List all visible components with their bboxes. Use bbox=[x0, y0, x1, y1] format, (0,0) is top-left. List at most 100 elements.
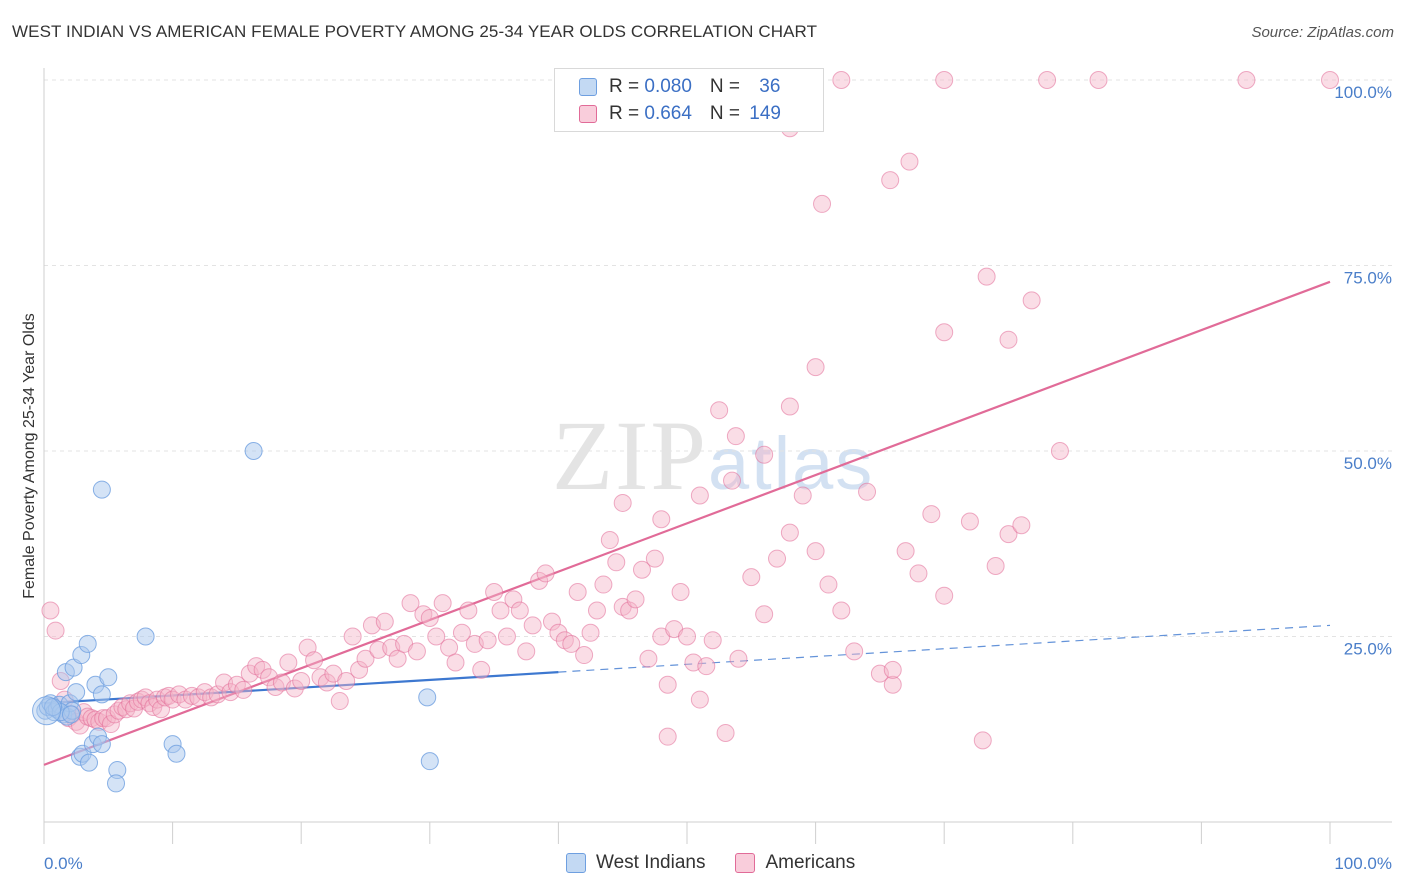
x-tick-label: 100.0% bbox=[1334, 854, 1392, 873]
point-americans bbox=[935, 71, 954, 89]
point-americans bbox=[858, 482, 877, 501]
point-americans bbox=[607, 553, 626, 572]
y-tick-label: 50.0% bbox=[1344, 454, 1392, 473]
point-americans bbox=[1012, 516, 1031, 535]
point-americans bbox=[1321, 71, 1339, 89]
point-americans bbox=[1089, 71, 1108, 89]
point-americans bbox=[639, 649, 658, 668]
point-americans bbox=[613, 493, 632, 512]
point-americans bbox=[813, 194, 832, 213]
point-americans bbox=[883, 660, 902, 679]
point-americans bbox=[632, 560, 651, 579]
point-west-indians bbox=[92, 685, 111, 704]
point-americans bbox=[517, 642, 536, 661]
point-americans bbox=[645, 549, 664, 568]
point-west-indians bbox=[92, 480, 111, 499]
point-americans bbox=[446, 653, 465, 672]
point-americans bbox=[292, 672, 311, 691]
y-tick-label: 25.0% bbox=[1344, 640, 1392, 659]
point-americans bbox=[478, 631, 497, 650]
bottom-legend-west-indians: West Indians bbox=[566, 852, 705, 874]
point-americans bbox=[285, 679, 304, 698]
point-americans bbox=[620, 601, 639, 620]
point-americans bbox=[152, 700, 171, 719]
point-west-indians bbox=[244, 442, 263, 460]
point-americans bbox=[806, 542, 825, 561]
legend-n-value: 149 bbox=[749, 103, 781, 124]
point-americans bbox=[986, 557, 1005, 576]
point-americans bbox=[806, 358, 825, 377]
point-americans bbox=[658, 675, 677, 694]
chart-title: WEST INDIAN VS AMERICAN FEMALE POVERTY A… bbox=[12, 22, 818, 41]
legend-n-label: N = bbox=[709, 103, 746, 124]
watermark-zip: ZIP bbox=[552, 400, 708, 511]
americans-points bbox=[41, 71, 1339, 750]
point-americans bbox=[234, 680, 253, 699]
point-americans bbox=[626, 590, 645, 609]
point-west-indians bbox=[62, 705, 81, 724]
point-west-indians bbox=[32, 696, 62, 726]
point-americans bbox=[793, 486, 812, 505]
point-americans bbox=[594, 575, 613, 594]
bottom-legend: West Indians Americans bbox=[566, 852, 885, 874]
bottom-legend-label: Americans bbox=[765, 852, 856, 873]
point-americans bbox=[562, 634, 581, 653]
point-americans bbox=[1050, 442, 1069, 460]
point-americans bbox=[343, 627, 362, 646]
point-americans bbox=[491, 601, 510, 620]
point-americans bbox=[305, 651, 324, 670]
point-americans bbox=[510, 601, 529, 620]
legend-swatch-west-indians bbox=[579, 78, 597, 96]
bottom-legend-swatch-west-indians bbox=[566, 853, 586, 873]
legend-n-label: N = bbox=[709, 76, 746, 97]
point-americans bbox=[832, 601, 851, 620]
point-americans bbox=[440, 638, 459, 657]
point-americans bbox=[671, 582, 690, 601]
legend-r-label: R = bbox=[609, 76, 645, 97]
trend-line-west-indians-extension bbox=[558, 624, 1331, 673]
point-west-indians bbox=[80, 753, 99, 772]
point-americans bbox=[977, 267, 996, 286]
point-americans bbox=[46, 621, 65, 640]
point-americans bbox=[523, 616, 542, 635]
point-americans bbox=[337, 672, 356, 691]
point-americans bbox=[755, 605, 774, 624]
point-americans bbox=[768, 549, 787, 568]
point-americans bbox=[935, 323, 954, 342]
point-americans bbox=[452, 623, 471, 642]
point-americans bbox=[723, 471, 742, 490]
point-americans bbox=[780, 397, 799, 416]
point-americans bbox=[101, 715, 120, 734]
legend-r-label: R = bbox=[609, 103, 645, 124]
point-americans bbox=[883, 675, 902, 694]
point-americans bbox=[542, 612, 561, 631]
legend: R = 0.080 N = 36 R = 0.664 N = 149 bbox=[554, 68, 824, 132]
point-americans bbox=[600, 531, 619, 550]
point-americans bbox=[658, 727, 677, 746]
point-west-indians bbox=[107, 774, 126, 793]
axes bbox=[43, 68, 1392, 844]
y-tick-label: 100.0% bbox=[1334, 83, 1392, 102]
point-americans bbox=[742, 568, 761, 587]
point-americans bbox=[729, 649, 748, 668]
point-americans bbox=[909, 564, 928, 583]
point-americans bbox=[549, 623, 568, 642]
point-americans bbox=[973, 731, 992, 750]
point-americans bbox=[420, 608, 439, 627]
point-americans bbox=[832, 71, 851, 89]
point-americans bbox=[678, 627, 696, 646]
point-americans bbox=[317, 673, 336, 692]
point-americans bbox=[350, 660, 369, 679]
y-axis-label: Female Poverty Among 25-34 Year Olds bbox=[21, 313, 38, 599]
point-americans bbox=[330, 692, 349, 711]
legend-n-value: 36 bbox=[759, 76, 781, 97]
point-americans bbox=[881, 171, 900, 190]
point-americans bbox=[485, 582, 504, 601]
point-americans bbox=[1038, 71, 1057, 89]
legend-r-value: 0.080 bbox=[644, 76, 692, 97]
point-americans bbox=[568, 582, 587, 601]
point-americans bbox=[401, 594, 420, 613]
tick-labels: 25.0% 50.0% 75.0% 100.0% 0.0% 100.0% bbox=[44, 83, 1392, 873]
point-americans bbox=[780, 523, 799, 542]
